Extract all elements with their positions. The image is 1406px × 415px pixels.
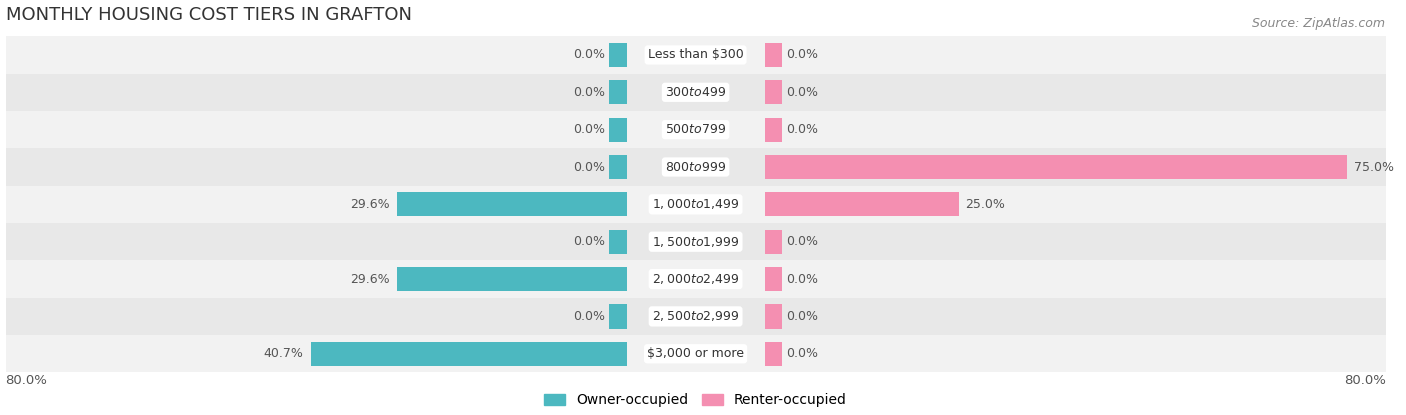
Text: Less than $300: Less than $300	[648, 49, 744, 61]
Bar	[396, 192, 627, 217]
Text: $500 to $799: $500 to $799	[665, 123, 727, 136]
Text: 80.0%: 80.0%	[1344, 374, 1386, 387]
Text: 0.0%: 0.0%	[786, 273, 818, 286]
Bar	[311, 342, 627, 366]
Legend: Owner-occupied, Renter-occupied: Owner-occupied, Renter-occupied	[538, 388, 852, 413]
Text: $2,000 to $2,499: $2,000 to $2,499	[652, 272, 740, 286]
Text: $3,000 or more: $3,000 or more	[647, 347, 744, 360]
Bar	[6, 186, 1386, 223]
Bar	[609, 43, 627, 67]
Bar	[609, 117, 627, 142]
Bar	[765, 342, 782, 366]
Bar	[609, 304, 627, 329]
Text: Source: ZipAtlas.com: Source: ZipAtlas.com	[1251, 17, 1385, 29]
Text: $300 to $499: $300 to $499	[665, 86, 727, 99]
Bar	[765, 155, 1347, 179]
Bar	[765, 192, 959, 217]
Bar	[765, 43, 782, 67]
Text: 40.7%: 40.7%	[264, 347, 304, 360]
Text: 0.0%: 0.0%	[786, 86, 818, 99]
Text: 80.0%: 80.0%	[6, 374, 48, 387]
Text: 25.0%: 25.0%	[966, 198, 1005, 211]
Text: $2,500 to $2,999: $2,500 to $2,999	[652, 310, 740, 323]
Bar	[765, 229, 782, 254]
Bar	[6, 36, 1386, 73]
Text: 0.0%: 0.0%	[574, 161, 605, 173]
Bar	[6, 148, 1386, 186]
Bar	[609, 155, 627, 179]
Bar	[765, 304, 782, 329]
Bar	[6, 111, 1386, 148]
Text: 29.6%: 29.6%	[350, 273, 389, 286]
Text: 75.0%: 75.0%	[1354, 161, 1393, 173]
Text: 0.0%: 0.0%	[786, 235, 818, 248]
Text: 0.0%: 0.0%	[574, 49, 605, 61]
Bar	[765, 117, 782, 142]
Text: 29.6%: 29.6%	[350, 198, 389, 211]
Bar	[765, 80, 782, 105]
Text: 0.0%: 0.0%	[786, 310, 818, 323]
Text: 0.0%: 0.0%	[574, 86, 605, 99]
Text: $1,500 to $1,999: $1,500 to $1,999	[652, 235, 740, 249]
Bar	[609, 229, 627, 254]
Bar	[6, 223, 1386, 260]
Bar	[6, 335, 1386, 372]
Text: 0.0%: 0.0%	[574, 235, 605, 248]
Text: $1,000 to $1,499: $1,000 to $1,499	[652, 198, 740, 211]
Bar	[609, 80, 627, 105]
Bar	[396, 267, 627, 291]
Bar	[765, 267, 782, 291]
Text: MONTHLY HOUSING COST TIERS IN GRAFTON: MONTHLY HOUSING COST TIERS IN GRAFTON	[6, 5, 412, 24]
Text: 0.0%: 0.0%	[786, 347, 818, 360]
Text: 0.0%: 0.0%	[574, 310, 605, 323]
Text: $800 to $999: $800 to $999	[665, 161, 727, 173]
Bar	[6, 73, 1386, 111]
Bar	[6, 260, 1386, 298]
Text: 0.0%: 0.0%	[786, 123, 818, 136]
Text: 0.0%: 0.0%	[786, 49, 818, 61]
Bar	[6, 298, 1386, 335]
Text: 0.0%: 0.0%	[574, 123, 605, 136]
